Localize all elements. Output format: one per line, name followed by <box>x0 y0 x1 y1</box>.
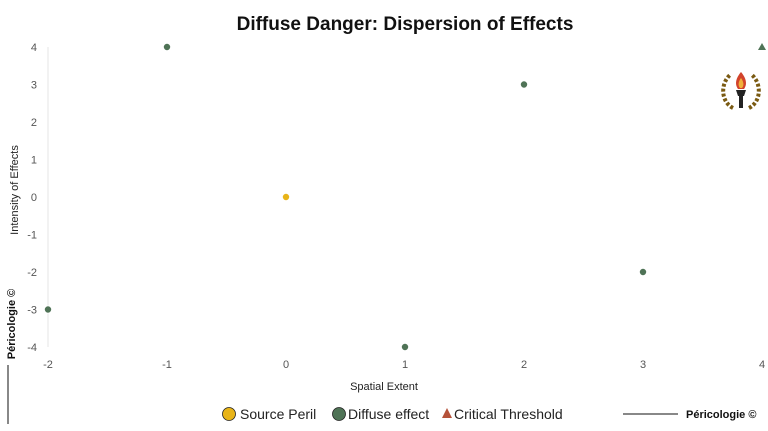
x-tick-label: 4 <box>759 359 765 371</box>
x-axis-label: Spatial Extent <box>350 381 418 393</box>
y-axis-label: Intensity of Effects <box>9 145 21 235</box>
legend-label-source-peril: Source Peril <box>240 406 316 422</box>
y-tick-label: -2 <box>27 267 37 279</box>
x-tick-label: 2 <box>521 359 527 371</box>
x-tick-label: -1 <box>162 359 172 371</box>
chart-title: Diffuse Danger: Dispersion of Effects <box>237 14 574 35</box>
x-tick-label: -2 <box>43 359 53 371</box>
x-tick-labels: -2 -1 0 1 2 3 4 <box>43 359 765 371</box>
x-tick-label: 1 <box>402 359 408 371</box>
y-tick-label: -4 <box>27 342 37 354</box>
left-vertical-credit: Péricologie © <box>6 289 18 359</box>
y-tick-labels: 4 3 2 1 0 -1 -2 -3 -4 <box>27 42 37 354</box>
y-tick-label: 3 <box>31 80 37 92</box>
y-tick-label: -1 <box>27 230 37 242</box>
x-tick-label: 0 <box>283 359 289 371</box>
diffuse-effect-point <box>639 267 648 276</box>
legend: Source Peril Diffuse effect Critical Thres… <box>222 406 563 422</box>
y-tick-label: 4 <box>31 42 37 54</box>
legend-marker-critical-threshold <box>442 408 452 418</box>
source-peril-point <box>281 192 290 201</box>
y-tick-label: 0 <box>31 192 37 204</box>
legend-label-critical-threshold: Critical Threshold <box>454 406 563 422</box>
diffuse-effect-point <box>520 80 529 89</box>
legend-label-diffuse-effect: Diffuse effect <box>348 406 429 422</box>
legend-marker-source-peril <box>222 407 236 421</box>
diffuse-effect-point <box>44 305 53 314</box>
torch-laurel-emblem <box>721 72 761 112</box>
critical-threshold-point <box>758 43 766 50</box>
y-tick-label: 1 <box>31 155 37 167</box>
legend-marker-diffuse-effect <box>332 407 346 421</box>
y-tick-label: -3 <box>27 305 37 317</box>
diffuse-effect-point <box>162 43 171 52</box>
y-tick-label: 2 <box>31 117 37 129</box>
diffuse-effect-point <box>400 342 409 351</box>
data-points <box>44 43 766 351</box>
bottom-right-credit: Péricologie © <box>686 409 756 421</box>
x-tick-label: 3 <box>640 359 646 371</box>
